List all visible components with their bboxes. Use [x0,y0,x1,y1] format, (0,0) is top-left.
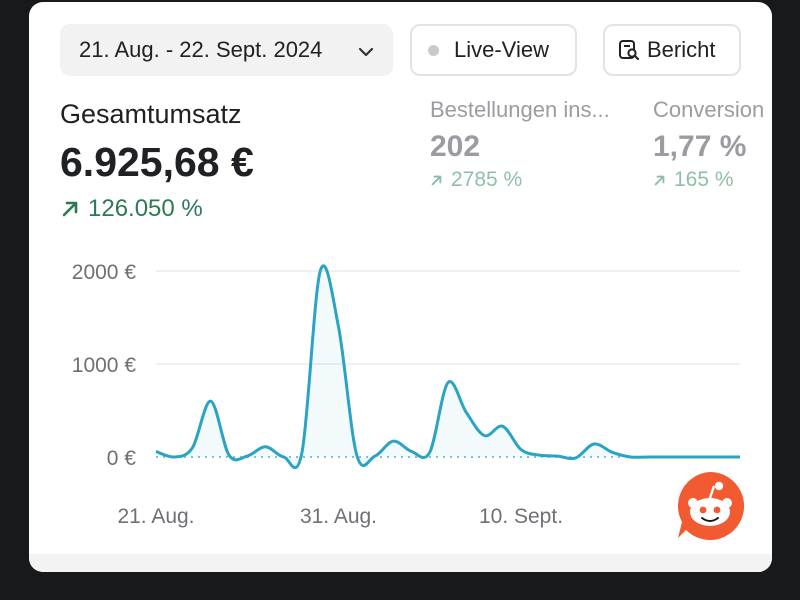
conversion-value: 1,77 % [653,130,747,163]
total-sales-value: 6.925,68 € [60,139,254,185]
live-view-label: Live-View [454,37,549,62]
report-search-icon [617,38,641,62]
date-range-label: 21. Aug. - 22. Sept. 2024 [79,37,323,62]
arrow-up-right-icon [431,175,442,185]
total-sales-change: 126.050 % [60,195,203,223]
conversion-label: Conversion [653,97,765,122]
y-tick-label: 2000 € [72,261,137,284]
orders-label: Bestellungen ins... [430,97,610,122]
conversion-change: 165 % [653,168,772,192]
total-sales-label: Gesamtumsatz [60,99,242,129]
reddit-snoo-icon [677,471,745,540]
total-sales-change-value: 126.050 % [88,195,203,222]
live-view-button[interactable]: Live-View [410,24,577,76]
orders-change-value: 2785 % [451,168,523,191]
chevron-down-icon [357,41,375,67]
arrow-up-right-icon [62,201,78,217]
status-dot-icon [428,44,439,56]
card-footer [29,554,772,572]
orders-value: 202 [430,130,481,163]
x-tick-label: 31. Aug. [300,505,377,528]
sales-chart: 2000 € 1000 € 0 € 21. Aug. 31. Aug. 10. Sept. [72,261,740,528]
conversion-change-value: 165 % [674,168,734,191]
orders-change: 2785 % [430,168,630,192]
report-button[interactable]: Bericht [603,24,741,76]
y-tick-label: 0 € [107,447,137,470]
date-range-button[interactable]: 21. Aug. - 22. Sept. 2024 [60,24,393,76]
y-tick-label: 1000 € [72,354,137,377]
series-area [156,265,740,468]
arrow-up-right-icon [654,175,665,185]
sales-overview-card: 21. Aug. - 22. Sept. 2024 Live-View Beri… [29,2,772,572]
report-label: Bericht [647,37,716,62]
reddit-chat-button[interactable] [674,470,746,542]
orders-metric[interactable]: Bestellungen ins... 202 2785 % [430,97,630,192]
conversion-metric[interactable]: Conversion 1,77 % 165 % [653,97,772,192]
x-tick-label: 10. Sept. [479,505,563,528]
x-tick-label: 21. Aug. [117,505,194,528]
series-line [155,264,740,470]
